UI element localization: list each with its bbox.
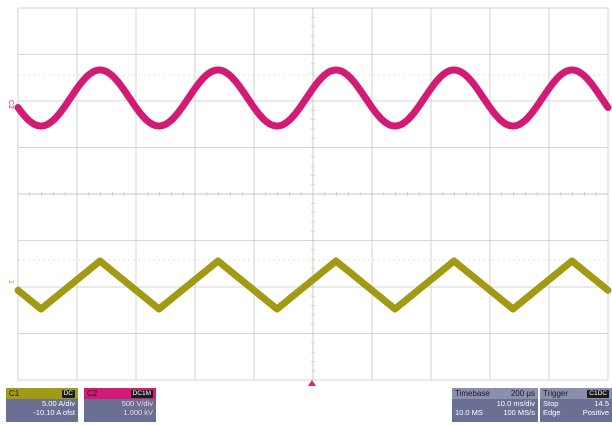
- c2-channel-marker[interactable]: C2: [7, 100, 14, 109]
- trigger-slope: Positive: [582, 408, 609, 417]
- trigger-mode: Stop: [543, 399, 559, 408]
- timebase-descriptor[interactable]: Timebase 200 µs 10.0 ms/div 10.0 MS 100 …: [452, 388, 538, 422]
- timebase-rate: 100 MS/s: [503, 408, 535, 417]
- c1-label: C1: [9, 389, 20, 398]
- c1-channel-marker[interactable]: 1: [7, 280, 14, 284]
- trigger-level: 14.5: [594, 399, 609, 408]
- c2-coupling-badge: DC1M: [130, 389, 153, 398]
- timebase-label: Timebase: [455, 389, 490, 398]
- c1-coupling-badge: DC: [61, 389, 75, 398]
- trigger-position-marker[interactable]: [308, 380, 316, 386]
- timebase-samples: 10.0 MS: [455, 408, 483, 417]
- timebase-scale: 10.0 ms/div: [496, 399, 535, 408]
- trigger-descriptor[interactable]: Trigger C1DC Stop 14.5 Edge Positive: [540, 388, 612, 422]
- trigger-label: Trigger: [543, 389, 569, 398]
- trigger-type: Edge: [543, 408, 561, 417]
- timebase-delay: 200 µs: [510, 389, 535, 398]
- graticule: [17, 7, 609, 381]
- c1-waveform-trace: [14, 257, 612, 313]
- c2-vertical-scale: 500 V/div: [121, 399, 153, 408]
- channel-1-descriptor[interactable]: C1 DC 5.00 A/div -10.10 A ofst: [6, 388, 78, 422]
- c1-vertical-scale: 5.00 A/div: [42, 399, 75, 408]
- channel-2-descriptor[interactable]: C2 DC1M 500 V/div 1.000 kV: [84, 388, 156, 422]
- c2-label: C2: [87, 389, 98, 398]
- trigger-source-badge: C1DC: [587, 389, 609, 398]
- c2-offset: 1.000 kV: [123, 408, 153, 417]
- c2-waveform-trace: [14, 66, 612, 130]
- c1-offset: -10.10 A ofst: [33, 408, 75, 417]
